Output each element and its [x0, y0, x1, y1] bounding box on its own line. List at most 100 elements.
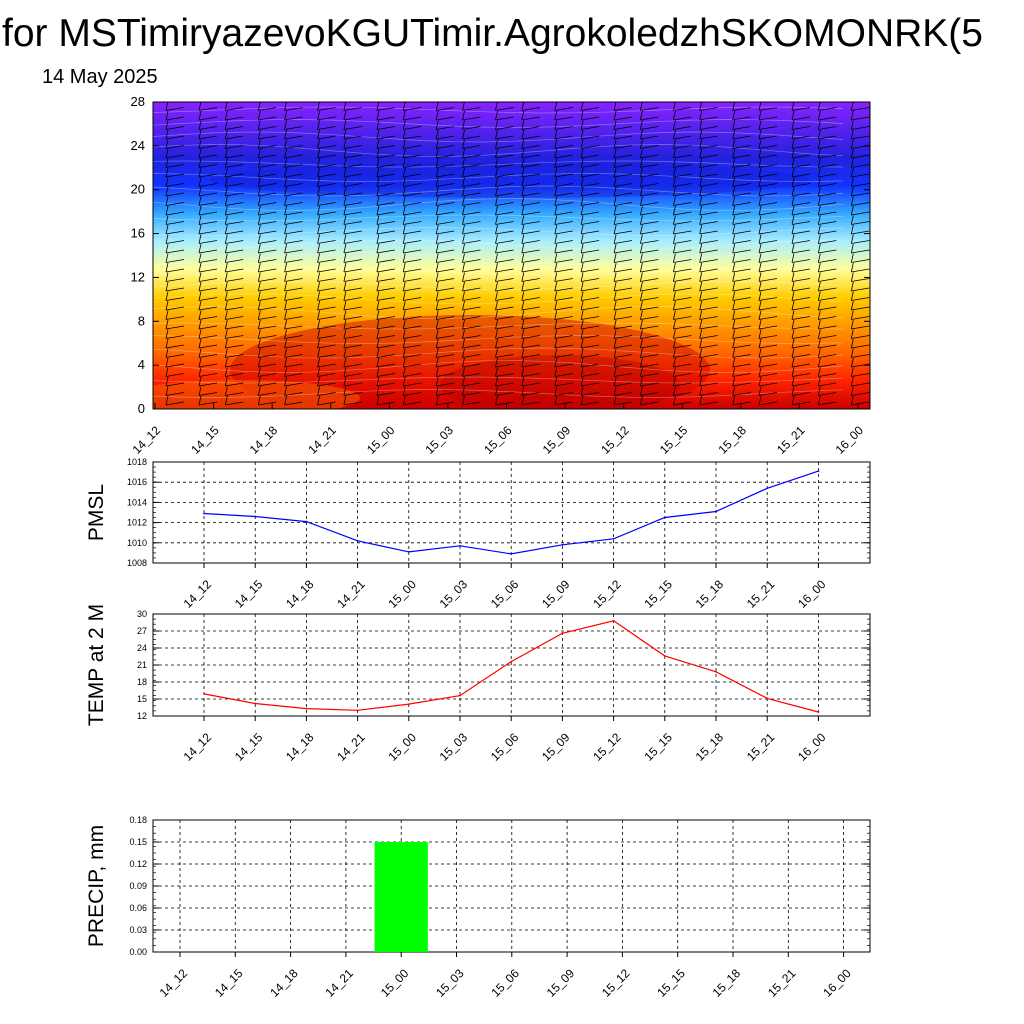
wind-barb-staff	[699, 291, 703, 301]
wind-barb-staff	[758, 224, 762, 235]
wind-barb-flag	[436, 249, 455, 254]
wind-barb-flag	[554, 316, 573, 320]
wind-barb-flag	[758, 221, 778, 225]
wind-barb-flag	[673, 192, 692, 197]
wind-barb-flag	[198, 116, 218, 121]
wind-barb-flag	[791, 278, 811, 282]
wind-barb-flag	[521, 287, 540, 292]
wind-barb-staff	[257, 243, 261, 254]
wind-barb-flag	[758, 401, 778, 406]
wind-barb-flag	[818, 135, 837, 140]
wind-barb-staff	[198, 224, 202, 235]
wind-barb-flag	[495, 382, 514, 387]
wind-barb-flag	[165, 202, 185, 206]
data-point	[766, 487, 769, 490]
wind-barb-flag	[436, 363, 455, 368]
wind-barb-staff	[791, 205, 795, 216]
wind-barb-flag	[699, 240, 718, 244]
wind-barb-flag	[581, 268, 600, 273]
wind-barb-staff	[435, 158, 439, 168]
wind-barb-flag	[403, 401, 422, 406]
wind-barb-staff	[758, 367, 762, 377]
wind-barb-flag	[614, 202, 633, 206]
wind-barb-flag	[554, 335, 573, 339]
wind-barb-staff	[521, 281, 525, 292]
wind-barb-flag	[343, 154, 362, 159]
wind-barb-flag	[554, 297, 573, 301]
wind-barb-staff	[284, 196, 287, 206]
wind-barb-flag	[258, 249, 277, 254]
wind-barb-flag	[462, 126, 481, 130]
wind-barb-flag	[732, 164, 751, 168]
wind-barb-staff	[284, 281, 287, 292]
wind-barb-flag	[554, 306, 573, 311]
wind-barb-staff	[257, 262, 261, 273]
wind-barb-staff	[580, 158, 584, 168]
wind-barb-flag	[673, 107, 692, 111]
wind-barb-staff	[791, 167, 795, 178]
wind-barb-staff	[758, 253, 762, 263]
wind-barb-staff	[850, 348, 854, 358]
data-point	[510, 660, 513, 663]
wind-barb-flag	[436, 354, 455, 358]
wind-barb-flag	[258, 126, 277, 130]
wind-barb-staff	[435, 367, 439, 377]
wind-barb-staff	[699, 243, 703, 254]
wind-barb-staff	[435, 196, 439, 206]
wind-barb-flag	[284, 192, 303, 197]
wind-barb-staff	[402, 395, 406, 406]
wind-barb-staff	[495, 281, 498, 292]
wind-barb-staff	[284, 120, 287, 130]
wind-barb-flag	[225, 202, 244, 206]
wind-barb-flag	[376, 135, 395, 140]
wind-barb-flag	[758, 126, 778, 130]
wind-barb-flag	[673, 287, 692, 292]
x-tick-label: 15_21	[744, 577, 778, 611]
wind-barb-flag	[791, 259, 811, 263]
wind-barb-flag	[436, 221, 455, 225]
wind-barb-flag	[699, 173, 718, 178]
wind-barb-flag	[495, 306, 514, 311]
wind-barb-staff	[257, 272, 261, 282]
wind-barb-staff	[317, 148, 320, 159]
wind-barb-flag	[165, 297, 185, 301]
wind-barb-staff	[817, 338, 821, 349]
wind-barb-staff	[165, 139, 169, 149]
wind-barb-staff	[580, 224, 584, 235]
wind-barb-flag	[581, 202, 600, 206]
wind-barb-flag	[554, 173, 573, 178]
wind-barb-staff	[198, 148, 202, 159]
wind-barb-flag	[640, 297, 659, 301]
wind-barb-flag	[640, 126, 659, 130]
wind-barb-staff	[554, 139, 558, 149]
wind-barb-staff	[732, 281, 736, 292]
contour-line	[153, 198, 844, 211]
wind-barb-flag	[258, 287, 277, 292]
wind-barb-flag	[317, 221, 336, 225]
wind-barb-flag	[376, 344, 395, 349]
wind-barb-staff	[402, 281, 406, 292]
wind-barb-flag	[758, 344, 778, 349]
wind-barb-flag	[225, 221, 244, 225]
wind-barb-flag	[284, 382, 303, 387]
wind-barb-flag	[317, 344, 336, 349]
wind-barb-flag	[851, 107, 870, 111]
wind-barb-flag	[521, 373, 540, 377]
wind-barb-staff	[165, 357, 169, 368]
wind-barb-staff	[284, 129, 287, 140]
wind-barb-staff	[699, 300, 703, 311]
warm-core	[440, 355, 680, 409]
y-tick-label: 1014	[127, 497, 147, 507]
wind-barb-flag	[614, 268, 633, 273]
wind-barb-flag	[699, 259, 718, 263]
wind-barb-staff	[732, 148, 736, 159]
wind-barb-staff	[673, 300, 676, 311]
wind-barb-flag	[758, 211, 778, 216]
wind-barb-flag	[699, 145, 718, 149]
wind-barb-flag	[851, 249, 870, 254]
wind-barb-staff	[673, 243, 676, 254]
wind-barb-flag	[403, 373, 422, 377]
wind-barb-flag	[225, 382, 244, 387]
wind-barb-staff	[521, 291, 525, 301]
wind-barb-flag	[165, 221, 185, 225]
